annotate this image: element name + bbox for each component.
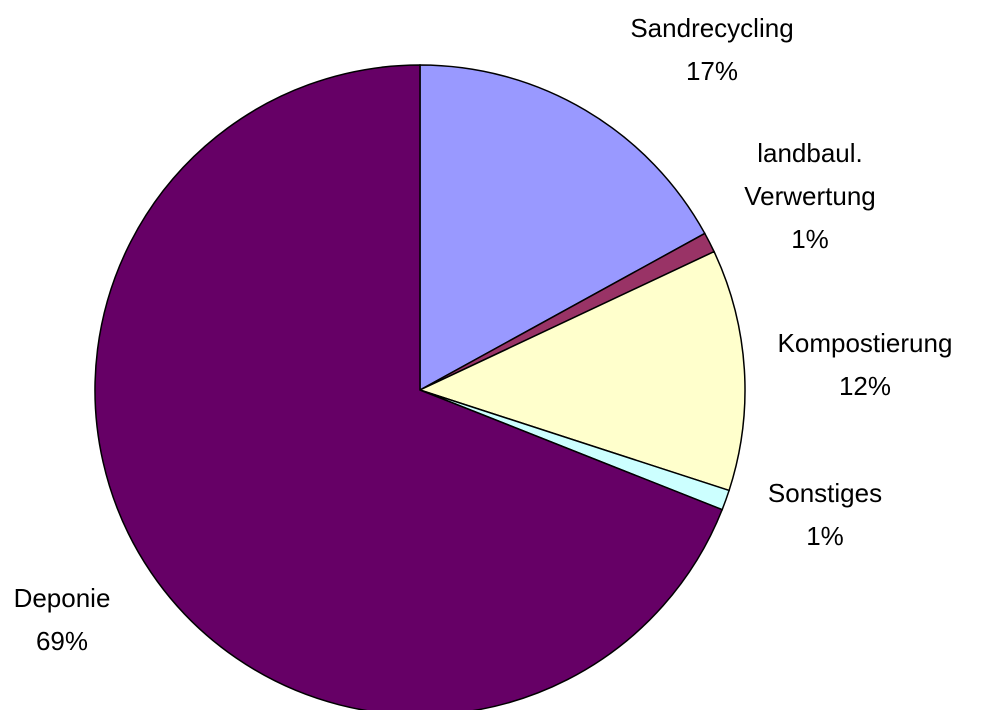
value-label: 69% xyxy=(36,626,88,656)
slice-label: Kompostierung xyxy=(778,328,953,358)
pie-slice xyxy=(417,250,746,492)
pie-slice xyxy=(94,64,724,710)
slice-label-line: Deponie xyxy=(14,583,111,613)
slice-label-line: Sonstiges xyxy=(768,478,882,508)
value-label: 17% xyxy=(686,56,738,86)
value-label: 1% xyxy=(791,224,829,254)
slice-label-line: Verwertung xyxy=(744,181,876,211)
slice-label-line: landbaul. xyxy=(757,138,863,168)
value-label: 1% xyxy=(806,521,844,551)
value-label: 12% xyxy=(839,371,891,401)
slice-label: Sonstiges xyxy=(768,478,882,508)
pie-slice xyxy=(419,64,706,392)
slice-label: Deponie xyxy=(14,583,111,613)
slice-label-line: Kompostierung xyxy=(778,328,953,358)
slice-label-line: Sandrecycling xyxy=(630,13,793,43)
slice-label: Sandrecycling xyxy=(630,13,793,43)
slice-label: landbaul. Verwertung xyxy=(744,138,876,211)
